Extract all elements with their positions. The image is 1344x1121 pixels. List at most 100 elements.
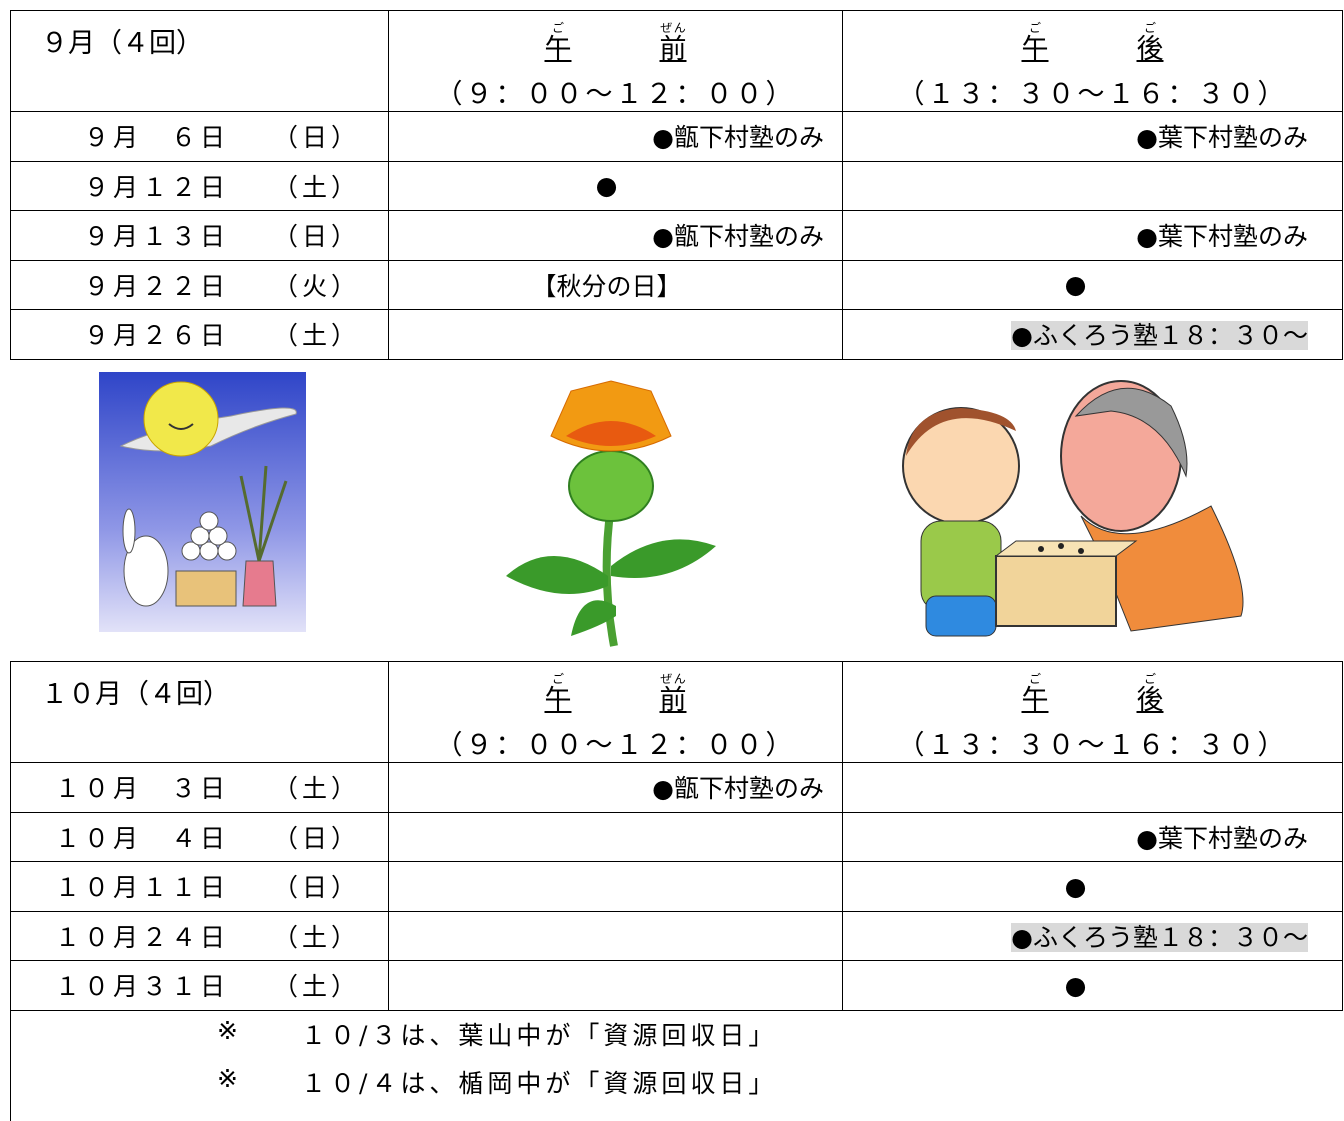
reading: ぜん [659, 672, 687, 686]
char: 後 [1136, 685, 1164, 716]
date: １０月３１日 [54, 972, 229, 1002]
note-mark: ※ [217, 1016, 242, 1045]
period-char: 午ご [1022, 672, 1049, 716]
am-cell [388, 910, 843, 961]
am-header: 午ご 前ぜん （９：００～１２：００） [388, 10, 843, 112]
am-cell: ●甑下村塾のみ [388, 210, 843, 261]
char: 前 [659, 34, 687, 65]
pm-cell: ●葉下村塾のみ [842, 111, 1343, 162]
entry: ●ふくろう塾１８：３０～ [1011, 922, 1308, 952]
reading: ご [1136, 21, 1164, 35]
am-cell: ●甑下村塾のみ [388, 111, 843, 162]
am-cell [388, 960, 843, 1011]
weekday: （土） [272, 972, 360, 1002]
date: ９月２６日 [83, 321, 229, 351]
time-range: （９：００～１２：００） [435, 79, 796, 110]
entry: ● [1064, 871, 1087, 901]
october-table: １０月（４回） 午ご前ぜん （９：００～１２：００） 午ご後ご （１３：３０～１６：３０… [10, 661, 1343, 1011]
entry: ●ふくろう塾１８：３０～ [1011, 321, 1308, 351]
date-cell: １０月 ４日 （日） [10, 811, 389, 862]
date-cell: １０月 ３日 （土） [10, 762, 389, 813]
date: １０月 ４日 [54, 823, 229, 853]
reading: ご [544, 21, 572, 35]
char: 午 [544, 685, 572, 716]
note-text: １０/４は、楯岡中が「資源回収日」 [301, 1069, 778, 1098]
period-char: 午ご [544, 672, 572, 716]
period-char: 午ご [544, 21, 572, 65]
schedule-row: １０月３１日 （土） ● [10, 960, 1343, 1011]
schedule-row: ９月１２日 （土） ● [10, 160, 1343, 211]
am-header: 午ご 前ぜん （９：００～１２：００） [388, 661, 843, 763]
reading: ご [1021, 672, 1049, 686]
period-label: 午 ご後ご [978, 21, 1208, 68]
date: １０月２４日 [54, 922, 229, 952]
date: ９月１２日 [83, 172, 229, 202]
schedule-row: ９月１３日 （日） ●甑下村塾のみ ●葉下村塾のみ [10, 210, 1343, 261]
entry: ● [1064, 970, 1087, 1000]
pm-cell [842, 762, 1343, 813]
date-cell: ９月１２日 （土） [10, 160, 389, 211]
pm-cell: ●葉下村塾のみ [842, 210, 1343, 261]
date-cell: １０月２４日 （土） [10, 910, 389, 961]
weekday: （日） [272, 873, 360, 903]
period-label: 午ご 前ぜん [501, 21, 731, 68]
date-cell: ９月 ６日 （日） [10, 111, 389, 162]
date: ９月 ６日 [83, 123, 229, 153]
moon-viewing-picture [99, 372, 306, 632]
schedule-row: １０月２４日 （土） ●ふくろう塾１８：３０～ [10, 910, 1343, 961]
pm-header: 午ご後ご （１３：３０～１６：３０） [842, 10, 1343, 112]
am-cell: ● [388, 160, 843, 211]
date-cell: １０月１１日 （日） [10, 861, 389, 912]
char: 午 [544, 34, 572, 65]
entry: ●葉下村塾のみ [1136, 222, 1308, 252]
pm-header: 午ご後ご （１３：３０～１６：３０） [842, 661, 1343, 763]
period-char: 前ぜん [659, 21, 687, 65]
month-label: ９月（４回） [10, 10, 389, 112]
date-cell: ９月２６日 （土） [10, 309, 389, 360]
char: 午 [1021, 34, 1049, 65]
char: 前 [659, 685, 687, 716]
period-label: 午ご後ご [978, 672, 1208, 719]
entry: 【秋分の日】 [531, 271, 682, 301]
pm-cell: ● [842, 259, 1343, 310]
pm-cell [842, 160, 1343, 211]
reading: ご [1136, 672, 1164, 686]
date-cell: ９月１３日 （日） [10, 210, 389, 261]
weekday: （日） [272, 222, 360, 252]
weekday: （日） [272, 823, 360, 853]
period-char: 後ご [1136, 21, 1164, 65]
month-label: １０月（４回） [10, 661, 389, 763]
illustrations [99, 372, 1244, 647]
note-mark: ※ [217, 1064, 242, 1093]
schedule-row: １０月１１日 （日） ● [10, 861, 1343, 912]
char: 後 [1136, 34, 1164, 65]
entry: ●葉下村塾のみ [1136, 823, 1308, 853]
weekday: （土） [272, 922, 360, 952]
schedule-row: １０月 ４日 （日） ●葉下村塾のみ [10, 811, 1343, 862]
schedule-row: １０月 ３日 （土） ●甑下村塾のみ [10, 762, 1343, 813]
weekday: （日） [272, 123, 360, 153]
schedule-row: ９月 ６日 （日） ●甑下村塾のみ ●葉下村塾のみ [10, 111, 1343, 162]
am-cell: 【秋分の日】 [388, 259, 843, 310]
entry: ●甑下村塾のみ [652, 222, 824, 252]
date-cell: １０月３１日 （土） [10, 960, 389, 1011]
period-char: 前ぜん [659, 672, 687, 716]
weekday: （火） [272, 271, 360, 301]
header-row: １０月（４回） 午ご前ぜん （９：００～１２：００） 午ご後ご （１３：３０～１６：３０… [10, 661, 1343, 763]
weekday: （土） [272, 774, 360, 804]
entry: ● [1064, 270, 1087, 300]
period-char: 後ご [1136, 672, 1164, 716]
entry: ●甑下村塾のみ [652, 123, 824, 153]
weekday: （土） [272, 321, 360, 351]
entry: ●葉下村塾のみ [1136, 123, 1308, 153]
pm-cell: ●ふくろう塾１８：３０～ [842, 309, 1343, 360]
date: １０月１１日 [54, 873, 229, 903]
header-row: ９月（４回） 午ご前ぜん （９：００～１２：００） 午ご後ご （１３：３０～１６：３０） [10, 10, 1343, 112]
date: １０月 ３日 [54, 774, 229, 804]
time-range: （９：００～１２：００） [435, 730, 796, 761]
am-cell: ●甑下村塾のみ [388, 762, 843, 813]
date-cell: ９月２２日 （火） [10, 259, 389, 310]
am-cell [388, 309, 843, 360]
entry: ●甑下村塾のみ [652, 774, 824, 804]
